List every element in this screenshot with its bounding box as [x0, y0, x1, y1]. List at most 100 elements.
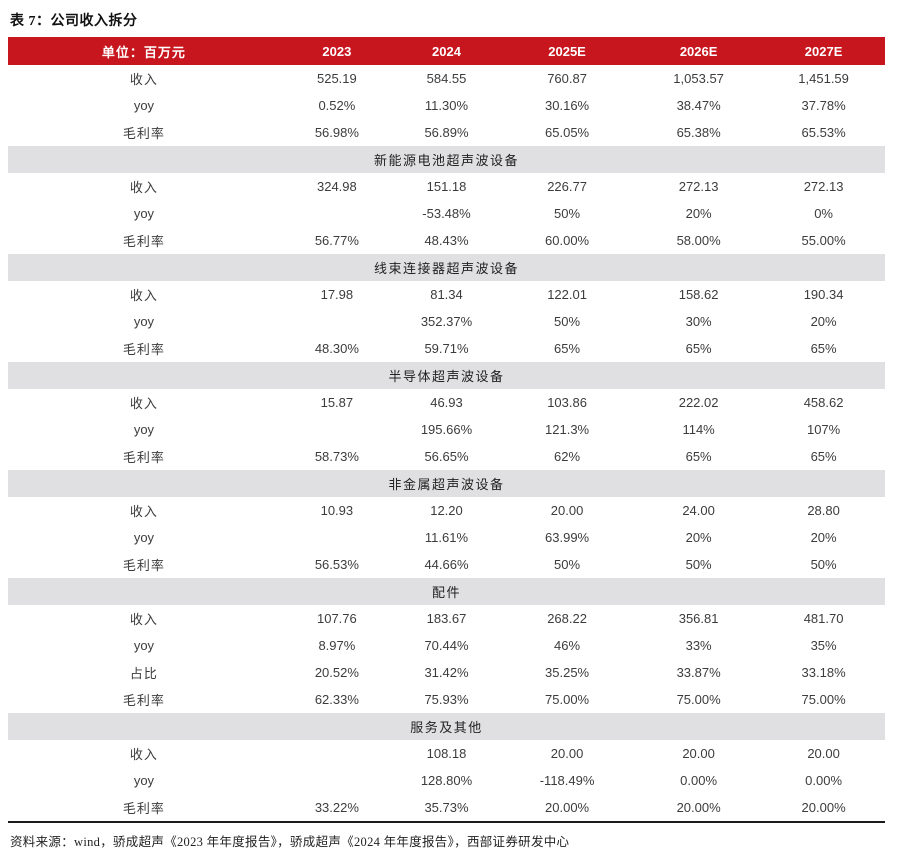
metric-value: 0% [814, 206, 833, 221]
metric-row: yoy 352.37% 50% 30% 20% [8, 308, 885, 335]
metric-row: 收入 15.87 46.93 103.86 222.02 458.62 [8, 389, 885, 416]
metric-value: 50% [810, 557, 837, 572]
metric-row: 毛利率 56.53% 44.66% 50% 50% 50% [8, 551, 885, 578]
metric-value: 81.34 [430, 287, 463, 302]
metric-label: 毛利率 [122, 801, 165, 816]
metric-value: 48.30% [314, 341, 359, 356]
metric-value: 108.18 [426, 746, 467, 761]
metric-value: 20.52% [314, 665, 359, 680]
metric-value: 190.34 [803, 287, 844, 302]
metric-value: 352.37% [420, 314, 473, 329]
metric-value: 60.00% [545, 233, 590, 248]
metric-label: yoy [133, 206, 155, 221]
metric-value: 324.98 [316, 179, 357, 194]
metric-value: 760.87 [547, 71, 587, 86]
metric-value: 65.05% [545, 125, 590, 140]
metric-value: 44.66% [424, 557, 469, 572]
metric-value: 268.22 [547, 611, 587, 626]
metric-value: 20.00% [676, 800, 721, 815]
metric-value: 28.80 [807, 503, 840, 518]
metric-row: 毛利率 58.73% 56.65% 62% 65% 65% [8, 443, 885, 470]
metric-value: 107.76 [316, 611, 357, 626]
section-title: 线束连接器超声波设备 [8, 254, 885, 281]
metric-value: 75.00% [676, 692, 721, 707]
metric-value [280, 308, 394, 335]
metric-row: 收入 324.98 151.18 226.77 272.13 272.13 [8, 173, 885, 200]
year-header: 2026E [635, 37, 763, 65]
metric-value: 46.93 [430, 395, 463, 410]
metric-value: 50% [554, 206, 581, 221]
section-title: 配件 [8, 578, 885, 605]
metric-value: 48.43% [424, 233, 469, 248]
metric-label: 收入 [129, 504, 158, 519]
metric-row: 毛利率 56.77% 48.43% 60.00% 58.00% 55.00% [8, 227, 885, 254]
metric-label: yoy [133, 773, 155, 788]
metric-value: 15.87 [320, 395, 354, 410]
metric-value: 35.25% [545, 665, 590, 680]
metric-label: 收入 [129, 747, 158, 762]
metric-value: 56.65% [424, 449, 469, 464]
metric-value: 151.18 [426, 179, 467, 194]
section-header-row: 非金属超声波设备 [8, 470, 885, 497]
metric-value: 195.66% [420, 422, 473, 437]
metric-label: 收入 [129, 180, 158, 195]
metric-value [280, 416, 394, 443]
metric-value: 183.67 [426, 611, 467, 626]
metric-value: 56.77% [314, 233, 359, 248]
metric-value: 35.73% [424, 800, 469, 815]
metric-value: 46% [554, 638, 581, 653]
metric-label: 毛利率 [122, 126, 165, 141]
metric-value: 62% [554, 449, 581, 464]
metric-value: 65% [685, 449, 712, 464]
metric-row: yoy 195.66% 121.3% 114% 107% [8, 416, 885, 443]
metric-row: 毛利率 62.33% 75.93% 75.00% 75.00% 75.00% [8, 686, 885, 713]
metric-row: yoy -53.48% 50% 20% 0% [8, 200, 885, 227]
metric-value: 65.38% [676, 125, 721, 140]
metric-value: 65% [810, 449, 837, 464]
metric-value: 30% [685, 314, 712, 329]
metric-label: yoy [133, 530, 155, 545]
metric-value: 11.61% [424, 530, 469, 545]
metric-row: 毛利率 33.22% 35.73% 20.00% 20.00% 20.00% [8, 794, 885, 822]
metric-value: 20.00 [550, 503, 584, 518]
metric-value: 56.53% [314, 557, 359, 572]
section-header-row: 服务及其他 [8, 713, 885, 740]
metric-label: yoy [133, 422, 155, 437]
revenue-breakdown-table: 单位：百万元 2023 2024 2025E 2026E 2027E 收入 525.19 5… [8, 37, 885, 823]
metric-row: yoy 128.80% -118.49% 0.00% 0.00% [8, 767, 885, 794]
metric-label: 占比 [129, 666, 158, 681]
metric-value: 75.00% [801, 692, 846, 707]
metric-value [280, 524, 394, 551]
metric-row: 收入 10.93 12.20 20.00 24.00 28.80 [8, 497, 885, 524]
metric-value: 122.01 [547, 287, 587, 302]
metric-value: 20% [810, 314, 837, 329]
metric-value: 65.53% [801, 125, 846, 140]
metric-value: 20.00% [545, 800, 590, 815]
metric-value: 1,451.59 [798, 71, 849, 86]
metric-value: 20.00 [682, 746, 715, 761]
metric-value: 75.00% [545, 692, 590, 707]
metric-value: 584.55 [426, 71, 467, 86]
metric-label: 收入 [129, 288, 158, 303]
unit-header-cell: 单位：百万元 [8, 37, 280, 65]
metric-value: 272.13 [803, 179, 844, 194]
metric-value: 0.00% [680, 773, 718, 788]
metric-value: 70.44% [424, 638, 469, 653]
metric-value: 75.93% [424, 692, 469, 707]
metric-row: 毛利率 48.30% 59.71% 65% 65% 65% [8, 335, 885, 362]
section-header-row: 配件 [8, 578, 885, 605]
metric-label: 毛利率 [122, 342, 165, 357]
metric-value: 8.97% [318, 638, 356, 653]
metric-value: 35% [810, 638, 837, 653]
metric-value: 65% [685, 341, 712, 356]
metric-value: 10.93 [320, 503, 354, 518]
year-header: 2025E [499, 37, 636, 65]
metric-value: 58.00% [676, 233, 721, 248]
section-header-row: 线束连接器超声波设备 [8, 254, 885, 281]
year-header: 2024 [393, 37, 500, 65]
metric-value: 222.02 [678, 395, 719, 410]
section-title: 新能源电池超声波设备 [8, 146, 885, 173]
metric-value: 20.00 [807, 746, 840, 761]
metric-value: 20% [810, 530, 837, 545]
metric-value: -53.48% [422, 206, 471, 221]
